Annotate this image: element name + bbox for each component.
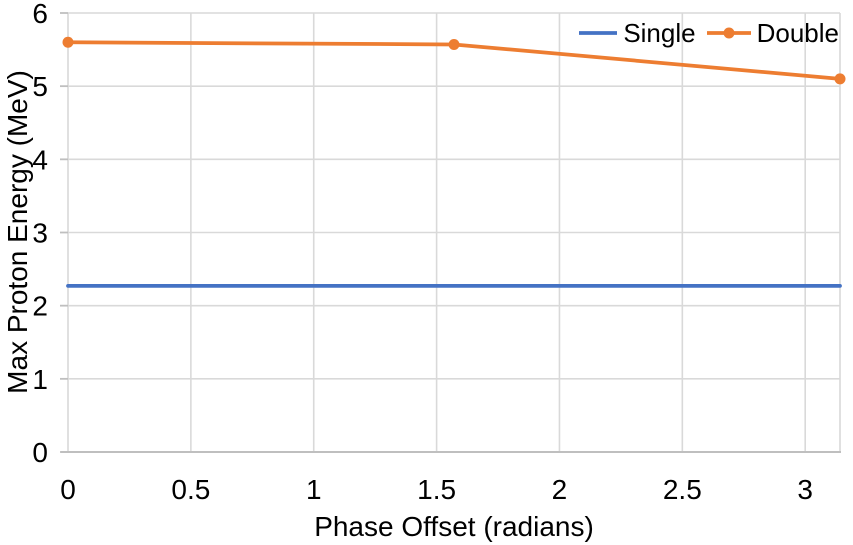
legend-item-single: Single — [578, 18, 696, 48]
y-tick-label: 6 — [32, 0, 48, 29]
legend-item-double: Double — [706, 20, 839, 46]
x-tick-label: 0 — [60, 474, 76, 505]
y-tick-label: 5 — [32, 71, 48, 102]
series-lines — [62, 36, 846, 288]
y-tick-label: 2 — [32, 291, 48, 322]
legend-label-single: Single — [623, 18, 696, 48]
gridlines — [67, 12, 841, 452]
x-tick-label: 3 — [797, 474, 813, 505]
tick-labels: 0 0.5 1 1.5 2 2.5 3 0 1 2 3 4 5 6 — [32, 0, 813, 505]
y-tick-label: 3 — [32, 218, 48, 249]
y-tick-label: 0 — [32, 437, 48, 468]
x-tick-label: 2.5 — [663, 474, 702, 505]
single-line-swatch-icon — [579, 31, 618, 35]
x-tick-label: 1 — [306, 474, 322, 505]
double-line-marker-swatch-icon — [706, 27, 751, 39]
x-tick-label: 2 — [552, 474, 568, 505]
x-axis-title: Phase Offset (radians) — [314, 511, 594, 542]
y-tick-label: 4 — [32, 144, 48, 175]
axes — [60, 12, 841, 453]
x-tick-label: 0.5 — [171, 474, 210, 505]
legend-label-double: Double — [756, 18, 839, 48]
y-tick-label: 1 — [32, 364, 48, 395]
y-axis-title: Max Proton Energy (MeV) — [2, 70, 33, 394]
data-point-marker-double — [62, 36, 74, 48]
x-tick-label: 1.5 — [417, 474, 456, 505]
data-point-marker-double — [448, 38, 460, 50]
data-point-marker-double — [834, 73, 846, 85]
legend: Single Double — [578, 20, 839, 46]
